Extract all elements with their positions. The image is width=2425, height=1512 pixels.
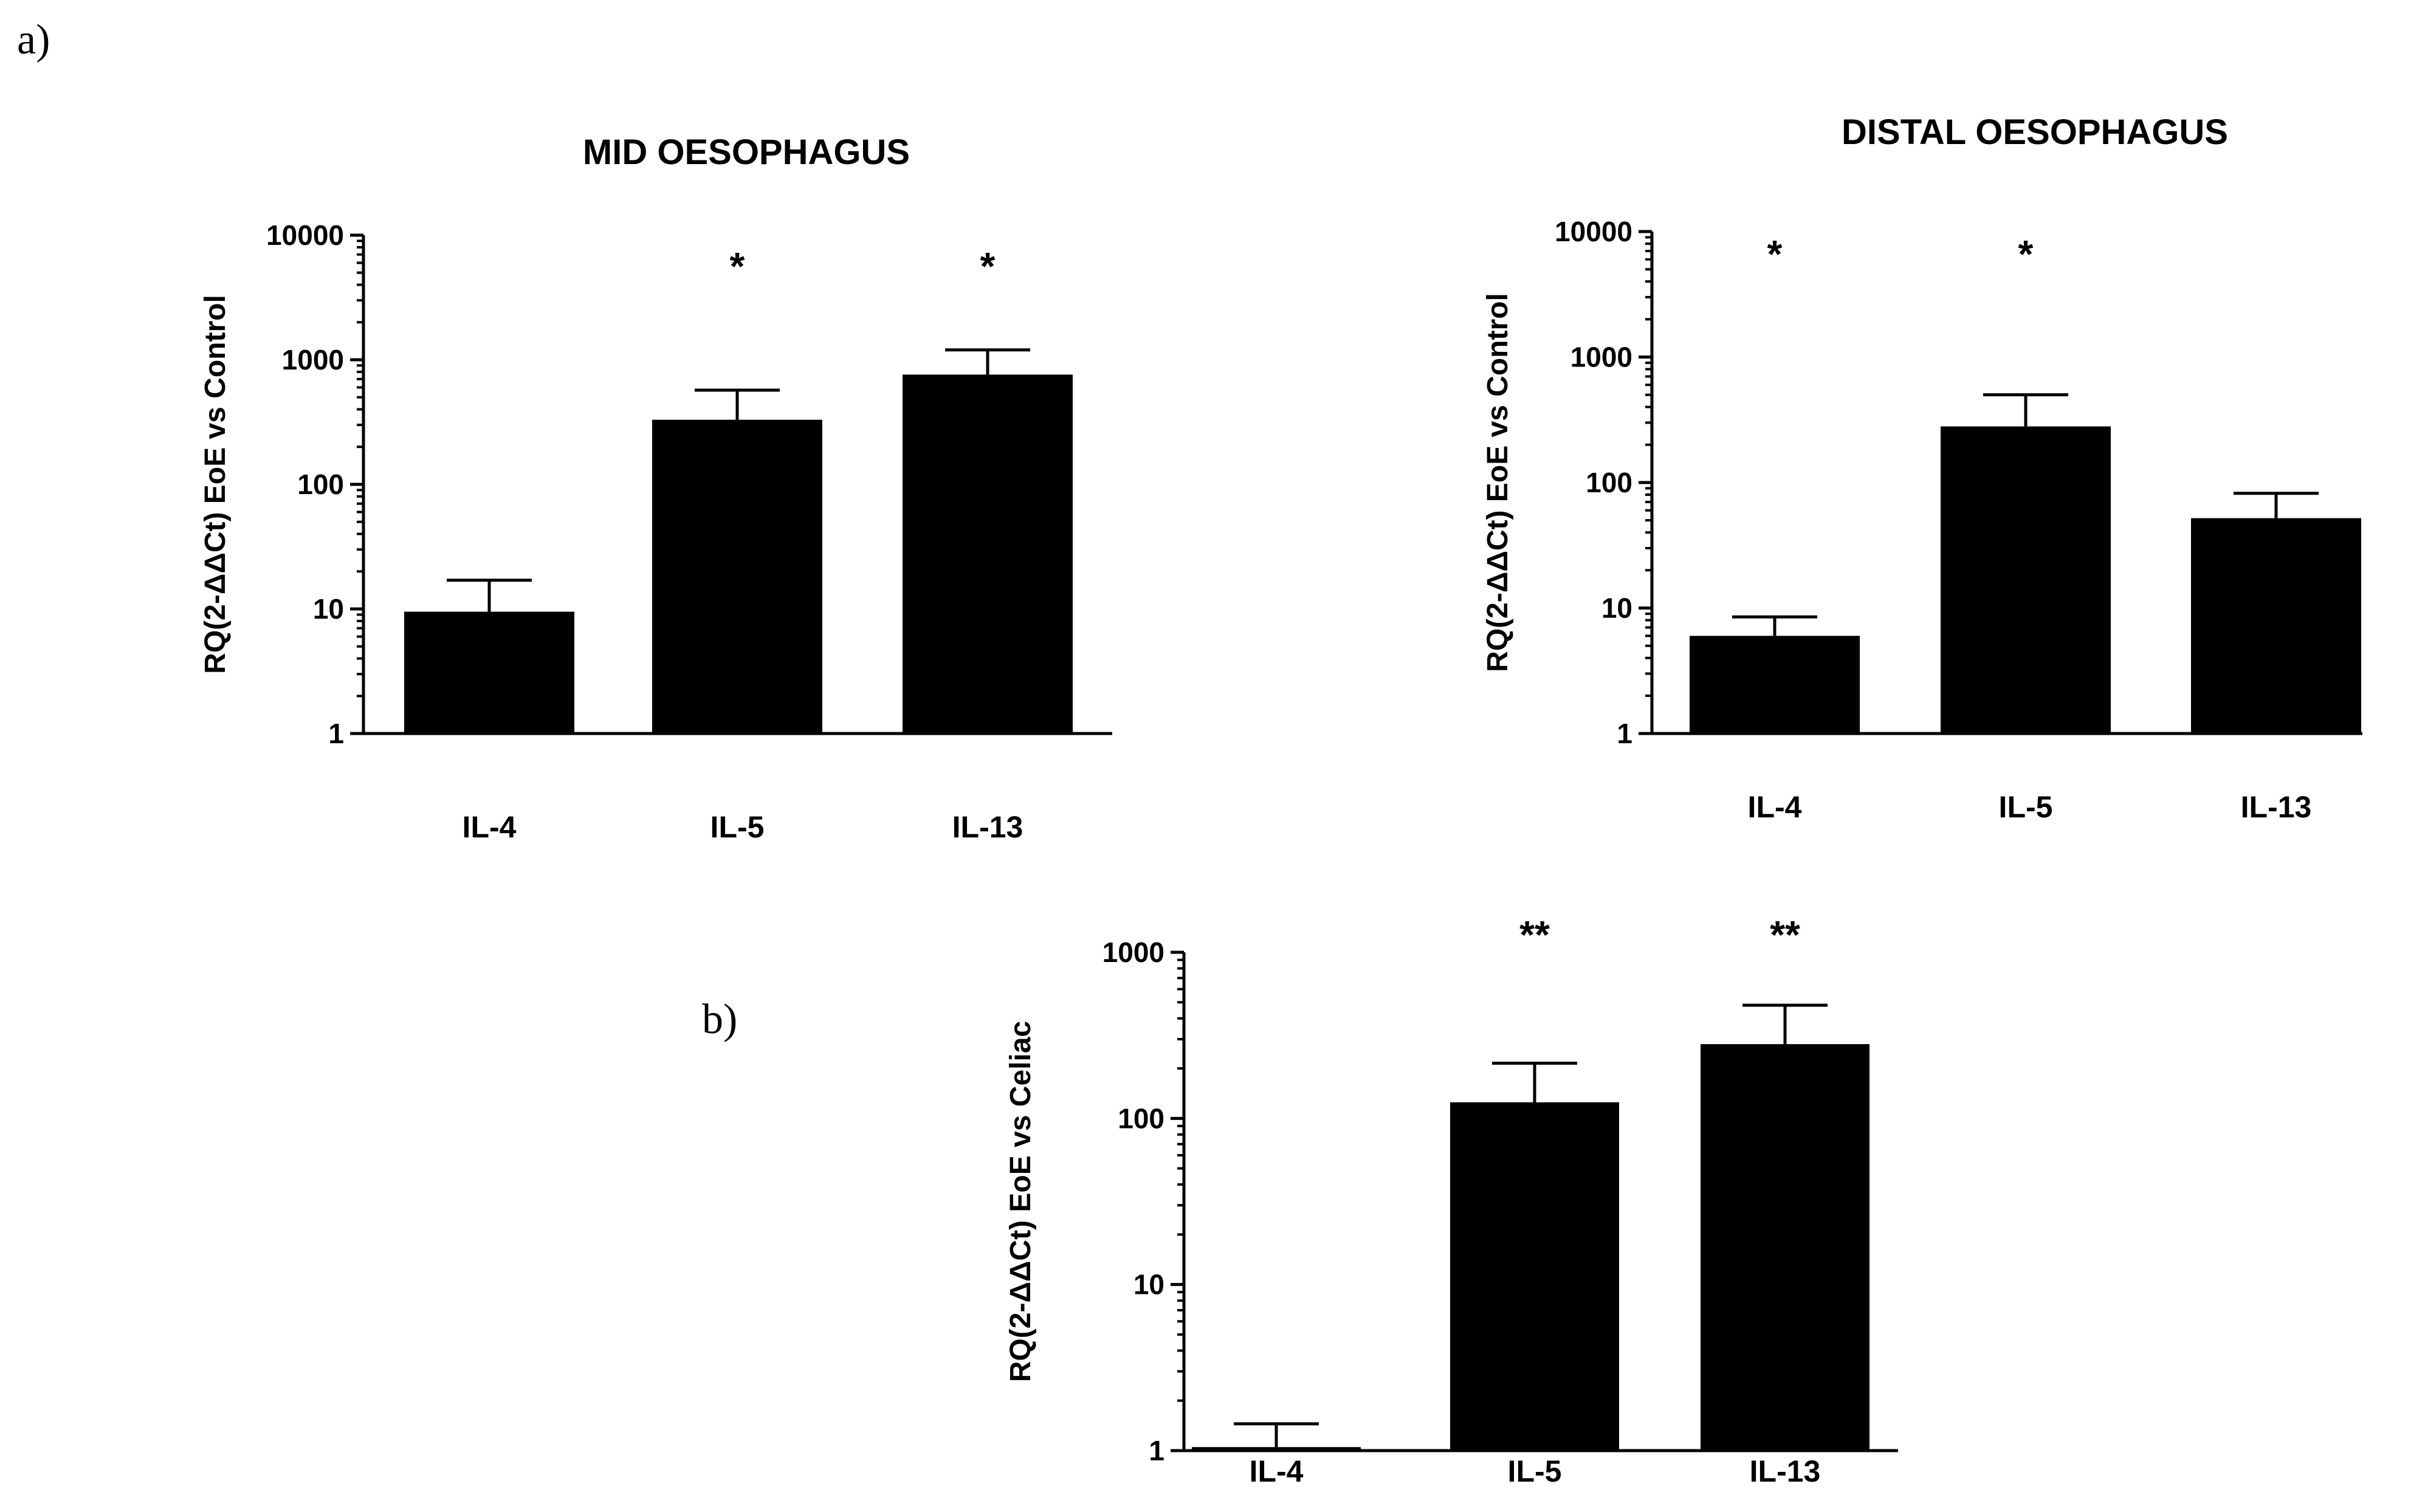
chart-celiac: 1 10 100 1000 IL-4 IL-5 ** IL-13 ** RQ(2-ΔΔCt) Eo… bbox=[1005, 913, 1898, 1488]
chart-title: DISTAL OESOPHAGUS bbox=[1842, 112, 2228, 152]
category-label: IL-5 bbox=[1508, 1454, 1562, 1488]
bar-il-5 bbox=[652, 419, 822, 734]
chart-title: MID OESOPHAGUS bbox=[583, 132, 910, 172]
y-tick-label: 1 bbox=[1617, 718, 1632, 749]
y-axis-label: RQ(2-ΔΔCt) EoE vs Control bbox=[199, 295, 232, 674]
y-tick-label: 10 bbox=[1133, 1269, 1164, 1301]
bar-il-13 bbox=[2191, 518, 2361, 734]
significance-marker: * bbox=[1767, 232, 1783, 276]
significance-marker: * bbox=[2018, 232, 2034, 276]
category-label: IL-13 bbox=[1750, 1454, 1821, 1488]
significance-marker: ** bbox=[1770, 913, 1800, 957]
bar-il-4 bbox=[404, 611, 574, 734]
y-tick-label: 1000 bbox=[1102, 936, 1164, 968]
panel-label-a: a) bbox=[17, 16, 50, 63]
y-tick-label: 1000 bbox=[282, 344, 344, 376]
bar-il-4 bbox=[1690, 636, 1860, 734]
y-tick-label: 1 bbox=[328, 718, 344, 749]
category-label: IL-5 bbox=[710, 810, 765, 844]
y-tick-label: 1 bbox=[1149, 1435, 1164, 1466]
bar-il-5 bbox=[1450, 1102, 1619, 1451]
y-axis-label: RQ(2-ΔΔCt) EoE vs Celiac bbox=[1005, 1021, 1037, 1382]
bar-il-4 bbox=[1192, 1447, 1361, 1451]
significance-marker: * bbox=[730, 244, 745, 288]
y-tick-label: 10000 bbox=[266, 219, 344, 251]
y-axis-label: RQ(2-ΔΔCt) EoE vs Control bbox=[1482, 293, 1514, 672]
bar-il-5 bbox=[1941, 426, 2111, 734]
chart-mid: 1 10 100 1000 10000 IL-4 IL-5 * IL-13 * MID OESOPH… bbox=[199, 132, 1112, 844]
y-tick-label: 1000 bbox=[1570, 342, 1632, 373]
category-label: IL-4 bbox=[1748, 790, 1802, 824]
y-tick-label: 100 bbox=[1118, 1102, 1164, 1134]
significance-marker: ** bbox=[1519, 913, 1550, 957]
category-label: IL-5 bbox=[1999, 790, 2053, 824]
chart-distal: 1 10 100 1000 10000 IL-4 * IL-5 * IL-13 DISTAL OES… bbox=[1482, 112, 2362, 824]
category-label: IL-4 bbox=[1250, 1454, 1304, 1488]
category-label: IL-13 bbox=[952, 810, 1023, 844]
y-tick-label: 10 bbox=[1601, 593, 1632, 624]
panel-label-b: b) bbox=[702, 996, 737, 1043]
y-tick-label: 100 bbox=[297, 469, 344, 500]
bar-il-13 bbox=[903, 374, 1073, 734]
y-tick-label: 10000 bbox=[1555, 216, 1632, 247]
y-tick-label: 100 bbox=[1586, 467, 1632, 498]
charts-group: 1 10 100 1000 10000 IL-4 IL-5 * IL-13 * MID OESOPH… bbox=[199, 112, 2362, 1488]
bar-il-13 bbox=[1701, 1044, 1869, 1451]
y-tick-label: 10 bbox=[313, 593, 344, 625]
category-label: IL-13 bbox=[2241, 790, 2312, 824]
category-label: IL-4 bbox=[463, 810, 517, 844]
significance-marker: * bbox=[980, 244, 996, 288]
